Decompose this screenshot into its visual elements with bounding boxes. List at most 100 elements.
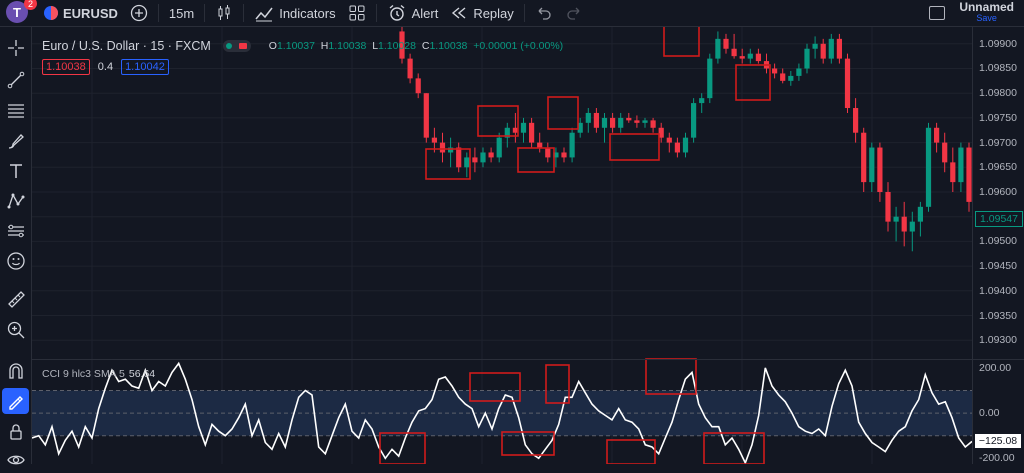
close-value: 1.10038	[429, 40, 468, 52]
buy-button[interactable]: 1.10042	[121, 59, 169, 75]
price-tick-label: 1.09700	[979, 136, 1017, 149]
pane-separator[interactable]	[32, 359, 1024, 360]
icons-tool[interactable]	[0, 248, 31, 274]
redo-button[interactable]	[559, 0, 589, 26]
indicators-button[interactable]: Indicators	[248, 0, 341, 26]
highlight-box	[425, 148, 471, 180]
candle-body	[626, 117, 632, 121]
layout-toggle-icon[interactable]	[929, 6, 946, 20]
candles	[399, 27, 972, 252]
alert-button[interactable]: Alert	[381, 0, 445, 26]
candle-body	[569, 132, 575, 158]
brush-tool[interactable]	[0, 128, 31, 154]
fib-tool[interactable]	[0, 97, 31, 123]
highlight-box	[469, 372, 521, 402]
drawing-toolbar	[0, 27, 32, 465]
forecasting-tool[interactable]	[0, 218, 31, 244]
high-value: 1.10038	[328, 40, 367, 52]
candle-body	[917, 206, 923, 222]
chart-canvas[interactable]	[32, 27, 972, 464]
price-tick-label: 1.09300	[979, 334, 1017, 347]
candle-body	[610, 117, 616, 128]
compare-symbol-button[interactable]	[124, 0, 154, 26]
toolbar-divider	[157, 4, 159, 22]
pattern-tool[interactable]	[0, 188, 31, 214]
price-tick-label: 1.09350	[979, 309, 1017, 322]
ruler-icon	[7, 291, 25, 308]
price-tick-label: 1.09800	[979, 87, 1017, 100]
chart-type-button[interactable]	[209, 0, 239, 26]
candle-body	[415, 78, 421, 94]
candle-body	[812, 43, 818, 49]
rewind-icon	[452, 7, 466, 19]
templates-button[interactable]	[342, 0, 372, 26]
low-key: L	[372, 40, 379, 52]
replay-label: Replay	[473, 5, 514, 21]
candle-body	[877, 147, 883, 192]
highlight-box	[703, 432, 765, 464]
lock-drawings-tool[interactable]	[0, 419, 31, 445]
toolbar-divider	[204, 4, 206, 22]
candle-body	[512, 127, 518, 133]
crosshair-tool[interactable]	[0, 35, 31, 61]
cci-tick-label: 200.00	[979, 361, 1012, 374]
pencil-lock-icon	[8, 396, 23, 410]
stay-in-drawing-mode-tool[interactable]	[2, 388, 29, 414]
undo-button[interactable]	[529, 0, 559, 26]
lock-icon	[9, 424, 22, 440]
symbol-search-button[interactable]: EURUSD	[38, 0, 124, 26]
candle-body	[496, 137, 502, 158]
sell-button[interactable]: 1.10038	[42, 59, 90, 75]
alarm-clock-icon	[389, 4, 405, 21]
top-toolbar: T 2 EURUSD 15m Indicators Alert Replay U…	[0, 0, 1024, 27]
magnet-tool[interactable]	[0, 358, 31, 384]
candle-body	[472, 157, 478, 163]
cci-tick-label: 0.00	[979, 407, 1000, 420]
symbol-title[interactable]: Euro / U.S. Dollar · 15 · FXCM	[42, 39, 211, 53]
flag-icon	[238, 43, 247, 49]
interval-button[interactable]: 15m	[163, 0, 200, 26]
measure-tool[interactable]	[0, 286, 31, 312]
hide-drawings-tool[interactable]	[0, 447, 31, 473]
trendline-tool[interactable]	[0, 67, 31, 93]
candle-body	[537, 142, 543, 148]
indicator-legend[interactable]: CCI 9 hlc3 SMA 5 56.64	[42, 368, 155, 380]
markers	[379, 27, 771, 464]
candle-body	[601, 117, 608, 128]
toolbar-divider	[375, 4, 377, 22]
candle-body	[448, 147, 454, 153]
price-axis[interactable]: 1.09900 1.09850 1.09800 1.09750 1.09700 1.096…	[972, 27, 1024, 464]
candle-body	[642, 120, 648, 123]
replay-button[interactable]: Replay	[444, 0, 519, 26]
candle-body	[456, 147, 462, 168]
high-key: H	[320, 40, 329, 52]
smiley-icon	[6, 252, 25, 270]
cci-current-tag: −125.08	[975, 434, 1021, 449]
candle-body	[755, 53, 761, 62]
avatar[interactable]: T	[6, 1, 28, 23]
price-tick-label: 1.09900	[979, 37, 1017, 50]
highlight-box	[379, 432, 426, 464]
candle-body	[634, 120, 640, 123]
highlight-box	[545, 364, 570, 404]
user-menu[interactable]: T 2	[6, 0, 37, 25]
price-tick-label: 1.09600	[979, 186, 1017, 198]
text-tool[interactable]	[0, 158, 31, 184]
layout-save-button[interactable]: Unnamed Save	[959, 1, 1014, 24]
magnet-icon	[8, 363, 23, 379]
candle-body	[820, 43, 826, 59]
candle-body	[553, 152, 559, 158]
toolbar-divider	[523, 4, 525, 22]
market-status-icon[interactable]	[222, 40, 251, 52]
price-tick-label: 1.09400	[979, 284, 1017, 297]
candle-body	[788, 75, 794, 81]
price-tick-label: 1.09500	[979, 235, 1017, 248]
open-key: O	[268, 40, 277, 52]
forecast-icon	[7, 224, 24, 238]
zoom-tool[interactable]	[0, 317, 31, 343]
candle-body	[861, 132, 867, 183]
candle-body	[901, 216, 907, 232]
undo-icon	[538, 7, 551, 20]
candle-body	[804, 48, 810, 69]
candle-body	[715, 38, 721, 59]
